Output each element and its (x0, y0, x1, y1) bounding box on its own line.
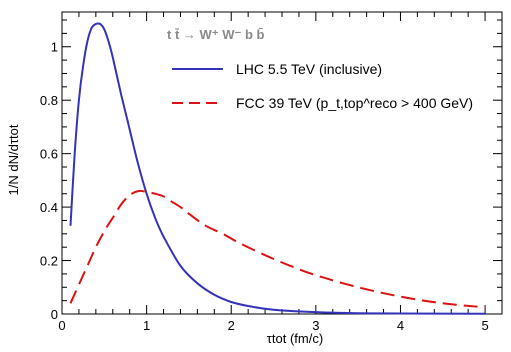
legend-label-fcc: FCC 39 TeV (p_t,top^reco > 400 GeV) (236, 95, 473, 111)
data-curves (69, 22, 486, 315)
y-tick-label: 0 (51, 307, 58, 322)
x-tick-label: 2 (228, 318, 235, 333)
plot-frame (61, 11, 503, 315)
y-tick-label: 1 (51, 40, 58, 55)
x-tick-label: 3 (312, 318, 319, 333)
y-tick-label: 0.4 (40, 200, 58, 215)
y-tick-label: 0.2 (40, 254, 58, 269)
process-label: t t̄ → W⁺ W⁻ b b̄ (167, 27, 265, 42)
series-line-1 (69, 189, 486, 309)
x-tick-label: 5 (481, 318, 488, 333)
y-tick-label: 0.8 (40, 93, 58, 108)
y-tick-label: 0.6 (40, 147, 58, 162)
y-axis-label: 1/N dN/dτtot (6, 124, 21, 195)
x-axis-label: τtot (fm/c) (267, 331, 323, 346)
x-tick-label: 4 (397, 318, 404, 333)
x-tick-label: 0 (58, 318, 65, 333)
legend-label-lhc: LHC 5.5 TeV (inclusive) (236, 61, 382, 77)
x-tick-label: 1 (143, 318, 150, 333)
series-line-0 (69, 22, 486, 315)
